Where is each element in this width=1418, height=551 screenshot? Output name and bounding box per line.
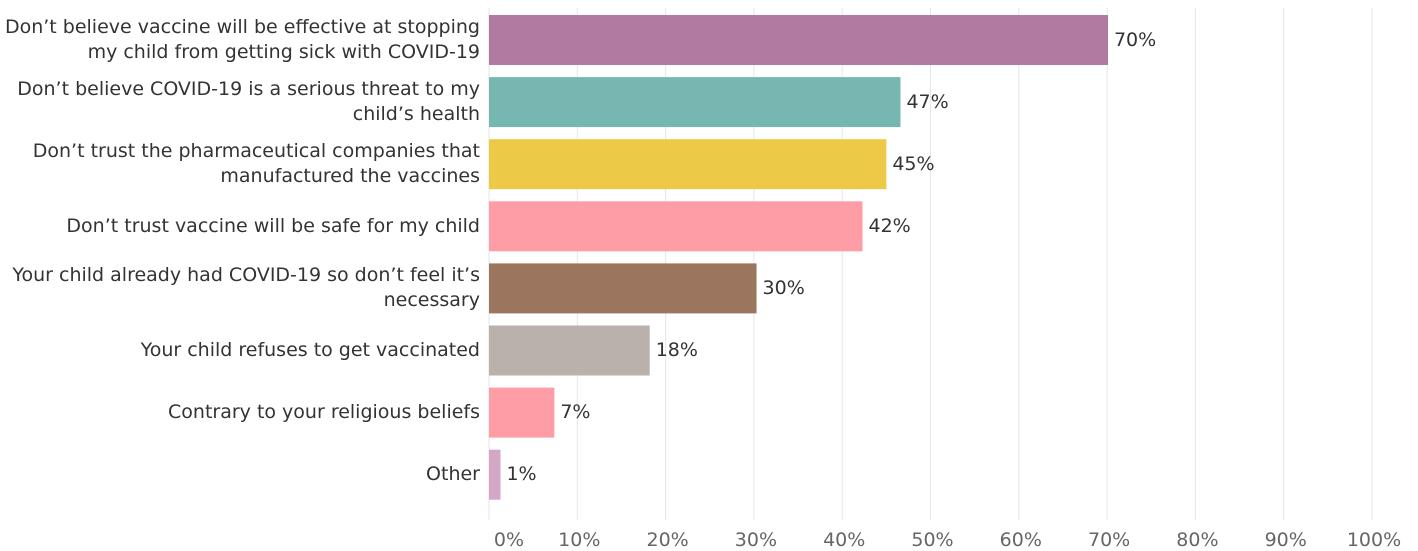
value-label: 70%: [1113, 28, 1157, 51]
bar: [489, 387, 555, 438]
category-label: Don’t trust the pharmaceutical companies…: [32, 140, 480, 188]
value-label: 18%: [655, 339, 698, 361]
x-tick-label: 40%: [823, 529, 866, 551]
category-label: Your child refuses to get vaccinated: [140, 339, 480, 361]
bar: [489, 201, 863, 252]
category-label: Contrary to your religious beliefs: [168, 401, 480, 424]
category-label: Don’t trust vaccine will be safe for my …: [66, 214, 480, 237]
value-label: 42%: [868, 214, 911, 237]
category-label: Other: [426, 463, 480, 486]
x-tick-label: 30%: [734, 529, 778, 551]
bars: [489, 15, 1108, 500]
value-label: 7%: [560, 401, 591, 424]
bar: [489, 15, 1108, 65]
x-tick-label: 0%: [493, 529, 525, 551]
category-label: Your child already had COVID-19 so don’t…: [12, 264, 480, 312]
x-tick-label: 60%: [999, 529, 1042, 551]
x-tick-label: 50%: [911, 529, 954, 551]
x-tick-label: 100%: [1346, 529, 1402, 551]
x-tick-label: 70%: [1087, 529, 1131, 551]
x-tick-label: 20%: [646, 529, 689, 551]
bar: [489, 77, 901, 128]
x-tick-label: 80%: [1176, 529, 1219, 551]
x-tick-label: 10%: [558, 529, 601, 551]
value-label: 30%: [762, 276, 805, 299]
x-tick-label: 90%: [1264, 529, 1307, 551]
value-label: 47%: [906, 90, 949, 113]
value-label: 45%: [892, 152, 935, 175]
bar: [489, 325, 650, 376]
value-label: 1%: [506, 463, 537, 486]
bar: [489, 449, 501, 500]
bar: [489, 139, 887, 190]
category-label: Don’t believe COVID-19 is a serious thre…: [17, 78, 480, 126]
bar: [489, 263, 757, 314]
category-label: Don’t believe vaccine will be effective …: [4, 16, 480, 63]
